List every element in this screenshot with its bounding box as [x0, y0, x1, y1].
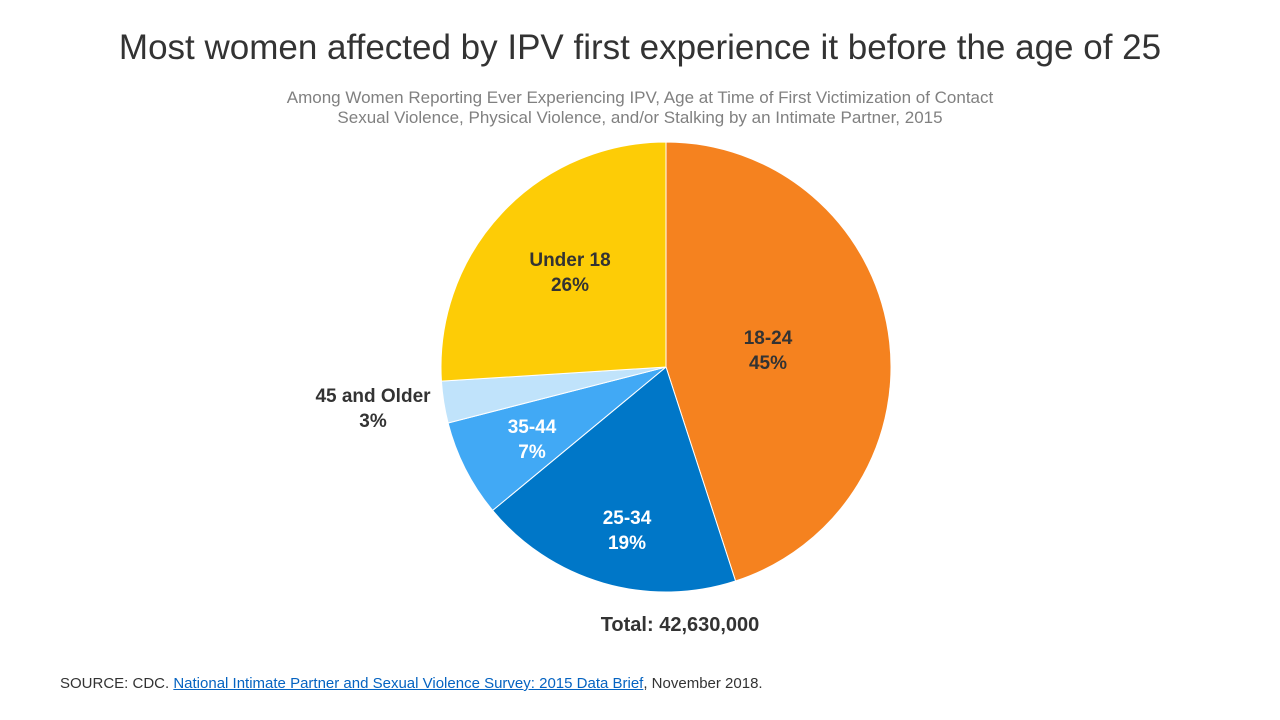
- chart-subtitle: Among Women Reporting Ever Experiencing …: [0, 88, 1280, 128]
- slice-value-label: 19%: [608, 533, 646, 554]
- pie-slice-18-24: [665, 141, 892, 582]
- slice-category-label: 35-44: [508, 417, 557, 438]
- subtitle-line-1: Among Women Reporting Ever Experiencing …: [286, 88, 994, 107]
- slice-category-label: 18-24: [744, 328, 793, 349]
- pie-slice-under-18: [440, 141, 667, 382]
- slice-value-label: 26%: [551, 275, 589, 296]
- slice-category-label: Under 18: [529, 250, 610, 271]
- subtitle-line-2: Sexual Violence, Physical Violence, and/…: [337, 108, 943, 127]
- slice-category-label: 25-34: [603, 508, 652, 529]
- total-label: Total: 42,630,000: [600, 614, 760, 636]
- slice-value-label: 3%: [359, 411, 387, 432]
- source-prefix: SOURCE: CDC.: [60, 675, 174, 692]
- source-note: SOURCE: CDC. National Intimate Partner a…: [60, 675, 763, 692]
- source-suffix: , November 2018.: [643, 675, 763, 692]
- source-link[interactable]: National Intimate Partner and Sexual Vio…: [173, 675, 644, 692]
- slice-value-label: 7%: [518, 442, 546, 463]
- chart-title: Most women affected by IPV first experie…: [118, 28, 1162, 67]
- slice-value-label: 45%: [749, 353, 787, 374]
- slice-category-label: 45 and Older: [315, 386, 431, 407]
- pie-slice-25-34: [491, 366, 737, 593]
